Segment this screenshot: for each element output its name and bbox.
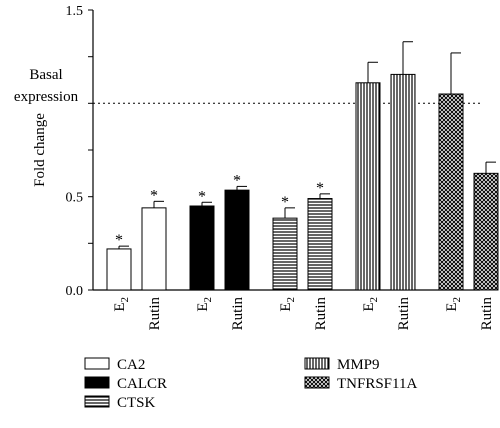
y-axis-title: Fold change: [32, 113, 48, 187]
y-tick-label: 1.5: [66, 4, 84, 19]
bar-ca2-rutin: [141, 207, 167, 291]
y-tick-label: 0.0: [66, 284, 84, 299]
x-tick-main: Rutin: [396, 297, 412, 331]
bar-calcr-e2: [189, 205, 215, 291]
bar-tnfrsf11a-rutin: [473, 172, 499, 291]
x-tick-main: E: [361, 303, 377, 312]
x-tick-label: Rutin: [230, 297, 246, 331]
y-ticks: 1.5 0.5 0.0: [66, 4, 93, 299]
bar-ca2-e2: [106, 248, 132, 291]
bars-layer: * * * * * *: [106, 41, 499, 291]
bar-ctsk-e2: [272, 217, 298, 291]
y-tick-label: 0.5: [66, 191, 84, 206]
x-tick-main: E: [112, 303, 128, 312]
legend-label-ctsk: CTSK: [117, 395, 156, 411]
x-tick-main: E: [195, 303, 211, 312]
x-tick-main: Rutin: [230, 297, 246, 331]
x-tick-label: Rutin: [396, 297, 412, 331]
bar-ctsk-rutin: [307, 198, 333, 291]
x-tick-label: E2: [278, 297, 297, 312]
legend-swatch-calcr: [84, 376, 110, 389]
bar-calcr-rutin: [224, 189, 250, 291]
legend-swatch-ca2: [84, 357, 110, 370]
x-tick-subscript: 2: [451, 297, 463, 303]
bar-mmp9-e2: [355, 82, 381, 291]
x-tick-label: E2: [361, 297, 380, 312]
significance-star: *: [150, 187, 158, 204]
legend-swatch-ctsk: [84, 395, 110, 408]
bar-mmp9-rutin: [390, 73, 416, 291]
legend-swatch-tnfrsf11a: [304, 376, 330, 389]
x-tick-subscript: 2: [368, 297, 380, 303]
x-tick-label: Rutin: [479, 297, 495, 331]
legend-label-ca2: CA2: [117, 357, 145, 373]
x-tick-main: E: [278, 303, 294, 312]
significance-star: *: [198, 188, 206, 205]
x-tick-subscript: 2: [202, 297, 214, 303]
legend-label-calcr: CALCR: [117, 376, 167, 392]
x-tick-label: Rutin: [147, 297, 163, 331]
legend-swatch-mmp9: [304, 357, 330, 370]
significance-star: *: [233, 172, 241, 189]
x-labels-layer: E2 Rutin E2 Rutin E2 Rutin E2 Rutin E2 Rutin: [112, 297, 495, 331]
legend-label-mmp9: MMP9: [337, 357, 380, 373]
reference-label-line1: Basal: [29, 67, 62, 83]
x-tick-label: E2: [195, 297, 214, 312]
x-tick-main: Rutin: [313, 297, 329, 331]
bar-tnfrsf11a-e2: [438, 93, 464, 291]
significance-star: *: [115, 232, 123, 249]
x-tick-label: Rutin: [313, 297, 329, 331]
significance-star: *: [281, 194, 289, 211]
x-tick-main: Rutin: [479, 297, 495, 331]
x-tick-main: E: [444, 303, 460, 312]
x-tick-label: E2: [112, 297, 131, 312]
x-tick-subscript: 2: [285, 297, 297, 303]
x-tick-main: Rutin: [147, 297, 163, 331]
significance-star: *: [316, 180, 324, 197]
reference-label-line2: expression: [14, 89, 79, 105]
x-tick-label: E2: [444, 297, 463, 312]
x-tick-subscript: 2: [119, 297, 131, 303]
legend-label-tnfrsf11a: TNFRSF11A: [337, 376, 417, 392]
legend: CA2 CALCR CTSK MMP9 TNFRSF11A: [84, 357, 417, 411]
